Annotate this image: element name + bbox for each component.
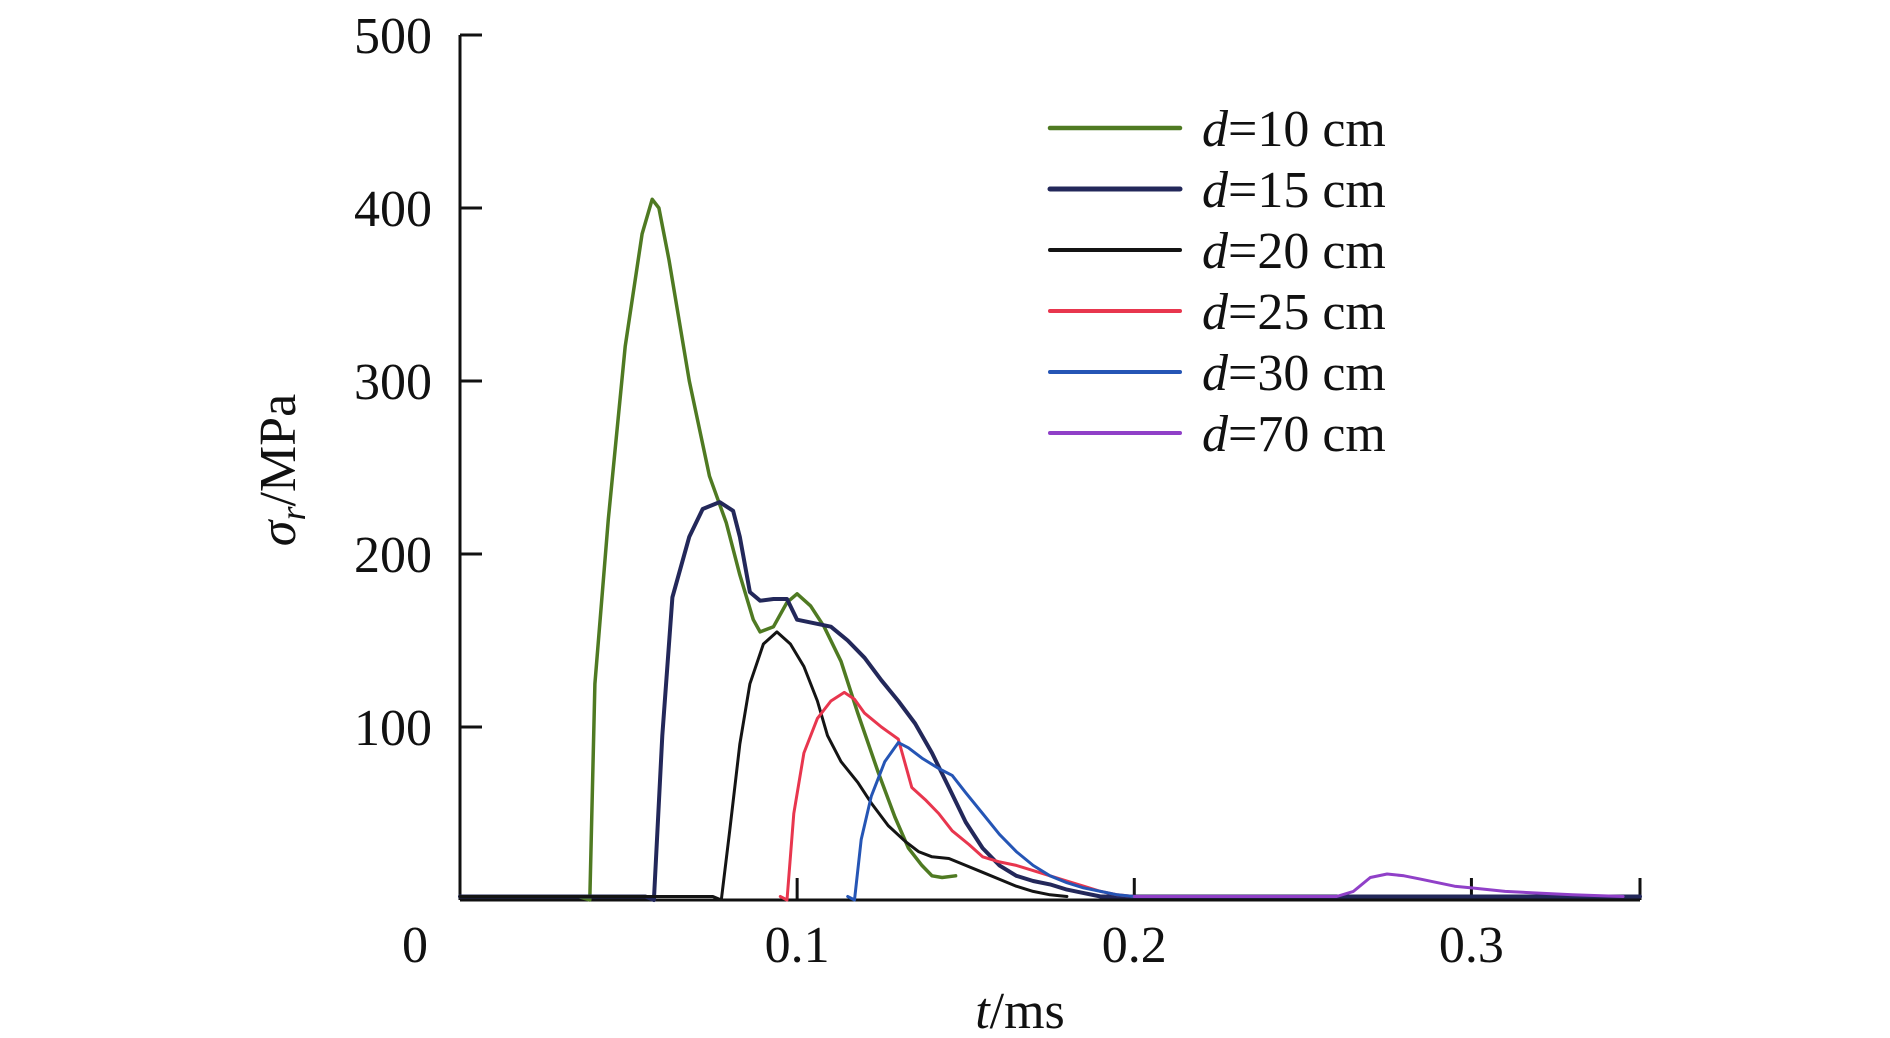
- legend-variable: d: [1202, 101, 1229, 158]
- series-line-d30: [846, 741, 1136, 902]
- y-axis-title: σr/MPa: [250, 394, 313, 546]
- x-origin-label: 0: [402, 917, 428, 974]
- legend-label-d15: d=15 cm: [1202, 162, 1386, 219]
- y-axis-title-variable: σ: [250, 518, 307, 546]
- series-line-d70: [1132, 872, 1625, 898]
- y-tick-label: 200: [354, 527, 432, 584]
- legend-value: =20 cm: [1228, 223, 1386, 280]
- x-tick-label: 0.3: [1439, 917, 1504, 974]
- legend-value: =25 cm: [1228, 284, 1386, 341]
- y-axis-title-unit: /MPa: [250, 394, 307, 507]
- legend-variable: d: [1202, 223, 1229, 280]
- y-tick-label: 500: [354, 8, 432, 65]
- legend-label-d20: d=20 cm: [1202, 223, 1386, 280]
- y-tick-label: 100: [354, 700, 432, 757]
- series-layer: [458, 197, 1642, 902]
- y-tick-label: 400: [354, 181, 432, 238]
- series-line-d15: [458, 500, 1642, 902]
- legend-label-d25: d=25 cm: [1202, 284, 1386, 341]
- ticks: 100 200 300 400 500 0.1 0.2 0.3: [354, 8, 1642, 974]
- legend-value: =70 cm: [1228, 406, 1386, 463]
- x-axis-title: t/ms: [975, 983, 1065, 1038]
- y-axis-title-subscript: r: [273, 506, 313, 521]
- x-axis-title-variable: t: [975, 983, 991, 1038]
- legend-label-d10: d=10 cm: [1202, 101, 1386, 158]
- legend-variable: d: [1202, 406, 1229, 463]
- axes: [458, 35, 1640, 902]
- legend-value: =15 cm: [1228, 162, 1386, 219]
- series-line-d20: [458, 630, 1069, 902]
- legend-label-d30: d=30 cm: [1202, 345, 1386, 402]
- legend: d=10 cmd=15 cmd=20 cmd=25 cmd=30 cmd=70 …: [1047, 101, 1386, 463]
- y-tick-label: 300: [354, 354, 432, 411]
- x-axis-title-unit: /ms: [990, 983, 1065, 1038]
- x-tick-label: 0.2: [1102, 917, 1167, 974]
- x-tick-label: 0.1: [765, 917, 830, 974]
- legend-value: =10 cm: [1228, 101, 1386, 158]
- legend-label-d70: d=70 cm: [1202, 406, 1386, 463]
- legend-variable: d: [1202, 345, 1229, 402]
- series-line-d25: [778, 690, 1136, 902]
- legend-variable: d: [1202, 162, 1229, 219]
- legend-variable: d: [1202, 284, 1229, 341]
- series-line-d10: [458, 197, 958, 902]
- legend-value: =30 cm: [1228, 345, 1386, 402]
